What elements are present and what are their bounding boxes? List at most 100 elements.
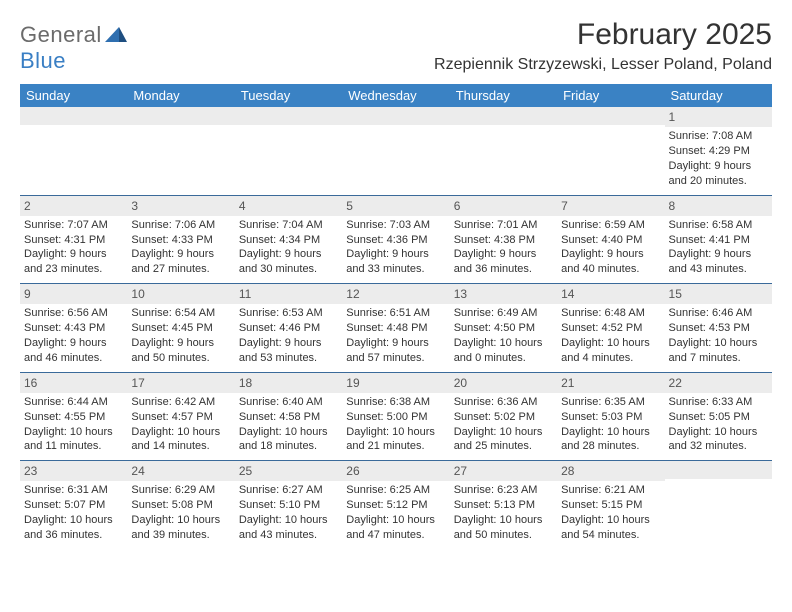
day-cell: 24Sunrise: 6:29 AMSunset: 5:08 PMDayligh…: [127, 461, 234, 549]
day-cell: 8Sunrise: 6:58 AMSunset: 4:41 PMDaylight…: [665, 196, 772, 284]
weeks-container: 1Sunrise: 7:08 AMSunset: 4:29 PMDaylight…: [20, 107, 772, 549]
day-cell: 12Sunrise: 6:51 AMSunset: 4:48 PMDayligh…: [342, 284, 449, 372]
day-number: 7: [557, 196, 664, 216]
daylight-line: Daylight: 10 hours and 14 minutes.: [131, 425, 230, 455]
sunset-line: Sunset: 5:07 PM: [24, 498, 123, 513]
sunset-line: Sunset: 5:03 PM: [561, 410, 660, 425]
page-title: February 2025: [434, 18, 772, 52]
sunrise-line: Sunrise: 6:21 AM: [561, 483, 660, 498]
sunset-line: Sunset: 4:29 PM: [669, 144, 768, 159]
sunset-line: Sunset: 4:53 PM: [669, 321, 768, 336]
week-row: 2Sunrise: 7:07 AMSunset: 4:31 PMDaylight…: [20, 196, 772, 285]
day-cell: 22Sunrise: 6:33 AMSunset: 5:05 PMDayligh…: [665, 373, 772, 461]
daylight-line: Daylight: 10 hours and 54 minutes.: [561, 513, 660, 543]
day-number: 27: [450, 461, 557, 481]
sunset-line: Sunset: 4:45 PM: [131, 321, 230, 336]
daylight-line: Daylight: 9 hours and 27 minutes.: [131, 247, 230, 277]
daylight-line: Daylight: 10 hours and 21 minutes.: [346, 425, 445, 455]
dow-monday: Monday: [127, 84, 234, 107]
day-cell: 15Sunrise: 6:46 AMSunset: 4:53 PMDayligh…: [665, 284, 772, 372]
day-number: 11: [235, 284, 342, 304]
day-cell: 17Sunrise: 6:42 AMSunset: 4:57 PMDayligh…: [127, 373, 234, 461]
day-number: 23: [20, 461, 127, 481]
day-number: 20: [450, 373, 557, 393]
day-cell: [20, 107, 127, 195]
sunrise-line: Sunrise: 6:38 AM: [346, 395, 445, 410]
day-cell: 19 Sunrise: 6:38 AMSunset: 5:00 PMDayligh…: [342, 373, 449, 461]
sunrise-line: Sunrise: 6:23 AM: [454, 483, 553, 498]
daylight-line: Daylight: 9 hours and 23 minutes.: [24, 247, 123, 277]
day-number: 15: [665, 284, 772, 304]
day-cell: [450, 107, 557, 195]
day-number: 4: [235, 196, 342, 216]
day-cell: 26Sunrise: 6:25 AMSunset: 5:12 PMDayligh…: [342, 461, 449, 549]
day-number: [450, 107, 557, 125]
sunrise-line: Sunrise: 6:49 AM: [454, 306, 553, 321]
title-block: February 2025 Rzepiennik Strzyzewski, Le…: [434, 18, 772, 74]
sunset-line: Sunset: 5:13 PM: [454, 498, 553, 513]
sunset-line: Sunset: 4:33 PM: [131, 233, 230, 248]
day-cell: 2Sunrise: 7:07 AMSunset: 4:31 PMDaylight…: [20, 196, 127, 284]
sunrise-line: Sunrise: 7:04 AM: [239, 218, 338, 233]
day-number: 16: [20, 373, 127, 393]
logo-shape-icon: [105, 24, 127, 47]
sunrise-line: Sunrise: 6:58 AM: [669, 218, 768, 233]
day-number: 3: [127, 196, 234, 216]
sunrise-line: Sunrise: 6:51 AM: [346, 306, 445, 321]
daylight-line: Daylight: 10 hours and 11 minutes.: [24, 425, 123, 455]
sunrise-line: Sunrise: 6:33 AM: [669, 395, 768, 410]
day-number: 22: [665, 373, 772, 393]
logo-word2: Blue: [20, 48, 66, 73]
dow-wednesday: Wednesday: [342, 84, 449, 107]
logo-text: General Blue: [20, 22, 127, 74]
sunset-line: Sunset: 4:41 PM: [669, 233, 768, 248]
sunset-line: Sunset: 5:15 PM: [561, 498, 660, 513]
sunset-line: Sunset: 4:58 PM: [239, 410, 338, 425]
day-cell: 6Sunrise: 7:01 AMSunset: 4:38 PMDaylight…: [450, 196, 557, 284]
daylight-line: Daylight: 10 hours and 7 minutes.: [669, 336, 768, 366]
day-number: [235, 107, 342, 125]
day-number: 24: [127, 461, 234, 481]
day-cell: 14Sunrise: 6:48 AMSunset: 4:52 PMDayligh…: [557, 284, 664, 372]
sunrise-line: Sunrise: 6:42 AM: [131, 395, 230, 410]
sunrise-line: Sunrise: 6:53 AM: [239, 306, 338, 321]
day-number: 8: [665, 196, 772, 216]
location-subtitle: Rzepiennik Strzyzewski, Lesser Poland, P…: [434, 56, 772, 74]
daylight-line: Daylight: 10 hours and 28 minutes.: [561, 425, 660, 455]
sunrise-line: Sunrise: 6:48 AM: [561, 306, 660, 321]
daylight-line: Daylight: 9 hours and 40 minutes.: [561, 247, 660, 277]
day-cell: 13Sunrise: 6:49 AMSunset: 4:50 PMDayligh…: [450, 284, 557, 372]
day-cell: 28Sunrise: 6:21 AMSunset: 5:15 PMDayligh…: [557, 461, 664, 549]
logo: General Blue: [20, 18, 127, 74]
sunrise-line: Sunrise: 6:54 AM: [131, 306, 230, 321]
sunset-line: Sunset: 4:34 PM: [239, 233, 338, 248]
day-cell: 18Sunrise: 6:40 AMSunset: 4:58 PMDayligh…: [235, 373, 342, 461]
header-row: General Blue February 2025 Rzepiennik St…: [20, 18, 772, 74]
daylight-line: Daylight: 10 hours and 4 minutes.: [561, 336, 660, 366]
daylight-line: Daylight: 10 hours and 0 minutes.: [454, 336, 553, 366]
sunset-line: Sunset: 4:55 PM: [24, 410, 123, 425]
day-number: 13: [450, 284, 557, 304]
daylight-line: Daylight: 9 hours and 50 minutes.: [131, 336, 230, 366]
day-cell: 1Sunrise: 7:08 AMSunset: 4:29 PMDaylight…: [665, 107, 772, 195]
day-cell: 21Sunrise: 6:35 AMSunset: 5:03 PMDayligh…: [557, 373, 664, 461]
day-number: 9: [20, 284, 127, 304]
day-number: 12: [342, 284, 449, 304]
day-number: 5: [342, 196, 449, 216]
week-row: 16Sunrise: 6:44 AMSunset: 4:55 PMDayligh…: [20, 373, 772, 462]
day-number: 2: [20, 196, 127, 216]
sunset-line: Sunset: 4:38 PM: [454, 233, 553, 248]
sunset-line: Sunset: 5:00 PM: [346, 410, 445, 425]
dow-sunday: Sunday: [20, 84, 127, 107]
day-cell: 11Sunrise: 6:53 AMSunset: 4:46 PMDayligh…: [235, 284, 342, 372]
day-cell: [557, 107, 664, 195]
sunset-line: Sunset: 5:12 PM: [346, 498, 445, 513]
day-cell: 3 Sunrise: 7:06 AMSunset: 4:33 PMDaylight…: [127, 196, 234, 284]
dow-friday: Friday: [557, 84, 664, 107]
sunset-line: Sunset: 4:40 PM: [561, 233, 660, 248]
day-number: 25: [235, 461, 342, 481]
sunrise-line: Sunrise: 7:06 AM: [131, 218, 230, 233]
day-number: 19: [342, 373, 449, 393]
day-cell: [665, 461, 772, 549]
day-number: [127, 107, 234, 125]
